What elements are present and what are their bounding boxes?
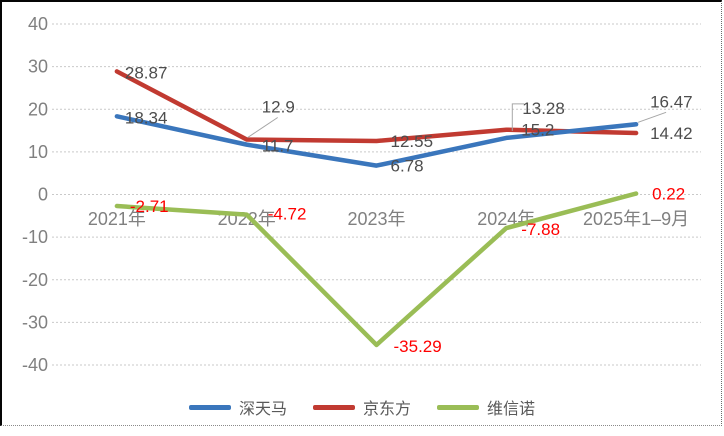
data-label: -35.29 xyxy=(394,337,442,356)
data-label: 15.2 xyxy=(521,121,554,140)
chart-legend: 深天马 京东方 维信诺 xyxy=(0,395,724,419)
y-tick-label: -30 xyxy=(22,312,48,332)
y-tick-label: 40 xyxy=(28,14,48,34)
data-label: 12.9 xyxy=(262,98,295,117)
y-tick-label: 30 xyxy=(28,57,48,77)
x-category-label: 2025年1–9月 xyxy=(583,209,689,229)
series-line-京东方 xyxy=(114,69,639,144)
data-label: -2.71 xyxy=(130,197,169,216)
data-label: -7.88 xyxy=(521,220,560,239)
legend-swatch-green-line xyxy=(437,404,479,410)
y-tick-label: 0 xyxy=(38,185,48,205)
y-tick-label: 10 xyxy=(28,142,48,162)
legend-label: 维信诺 xyxy=(487,401,536,418)
data-label: 12.55 xyxy=(391,132,434,151)
data-label: 18.34 xyxy=(125,108,168,127)
data-label: 0.22 xyxy=(652,185,685,204)
legend-swatch-blue-line xyxy=(188,404,231,410)
series-line-维信诺 xyxy=(114,191,639,348)
data-label: 13.28 xyxy=(522,99,565,118)
legend-item-shentianma: 深天马 xyxy=(188,395,287,419)
data-label: 28.87 xyxy=(125,63,168,82)
x-category-label: 2023年 xyxy=(347,209,405,229)
data-label: 11.7 xyxy=(262,137,294,156)
y-tick-label: -10 xyxy=(22,227,48,247)
y-tick-label: -40 xyxy=(22,355,48,375)
legend-label: 深天马 xyxy=(238,401,287,418)
data-label: 6.78 xyxy=(391,157,424,176)
legend-swatch-red-line xyxy=(312,404,355,410)
legend-item-weixinnuo: 维信诺 xyxy=(437,395,535,419)
legend-label: 京东方 xyxy=(362,401,411,418)
data-label: 16.47 xyxy=(650,92,693,111)
data-label: 14.42 xyxy=(650,124,693,143)
leader-line xyxy=(637,111,667,123)
leader-line xyxy=(511,103,525,131)
legend-item-jingdongfang: 京东方 xyxy=(312,395,411,419)
y-tick-label: -20 xyxy=(22,270,48,290)
series-line-深天马 xyxy=(114,114,639,168)
x-category-label: 2021年 xyxy=(88,209,146,229)
y-tick-label: 20 xyxy=(28,99,48,119)
data-label: -4.72 xyxy=(268,205,307,224)
leader-line xyxy=(247,117,278,138)
